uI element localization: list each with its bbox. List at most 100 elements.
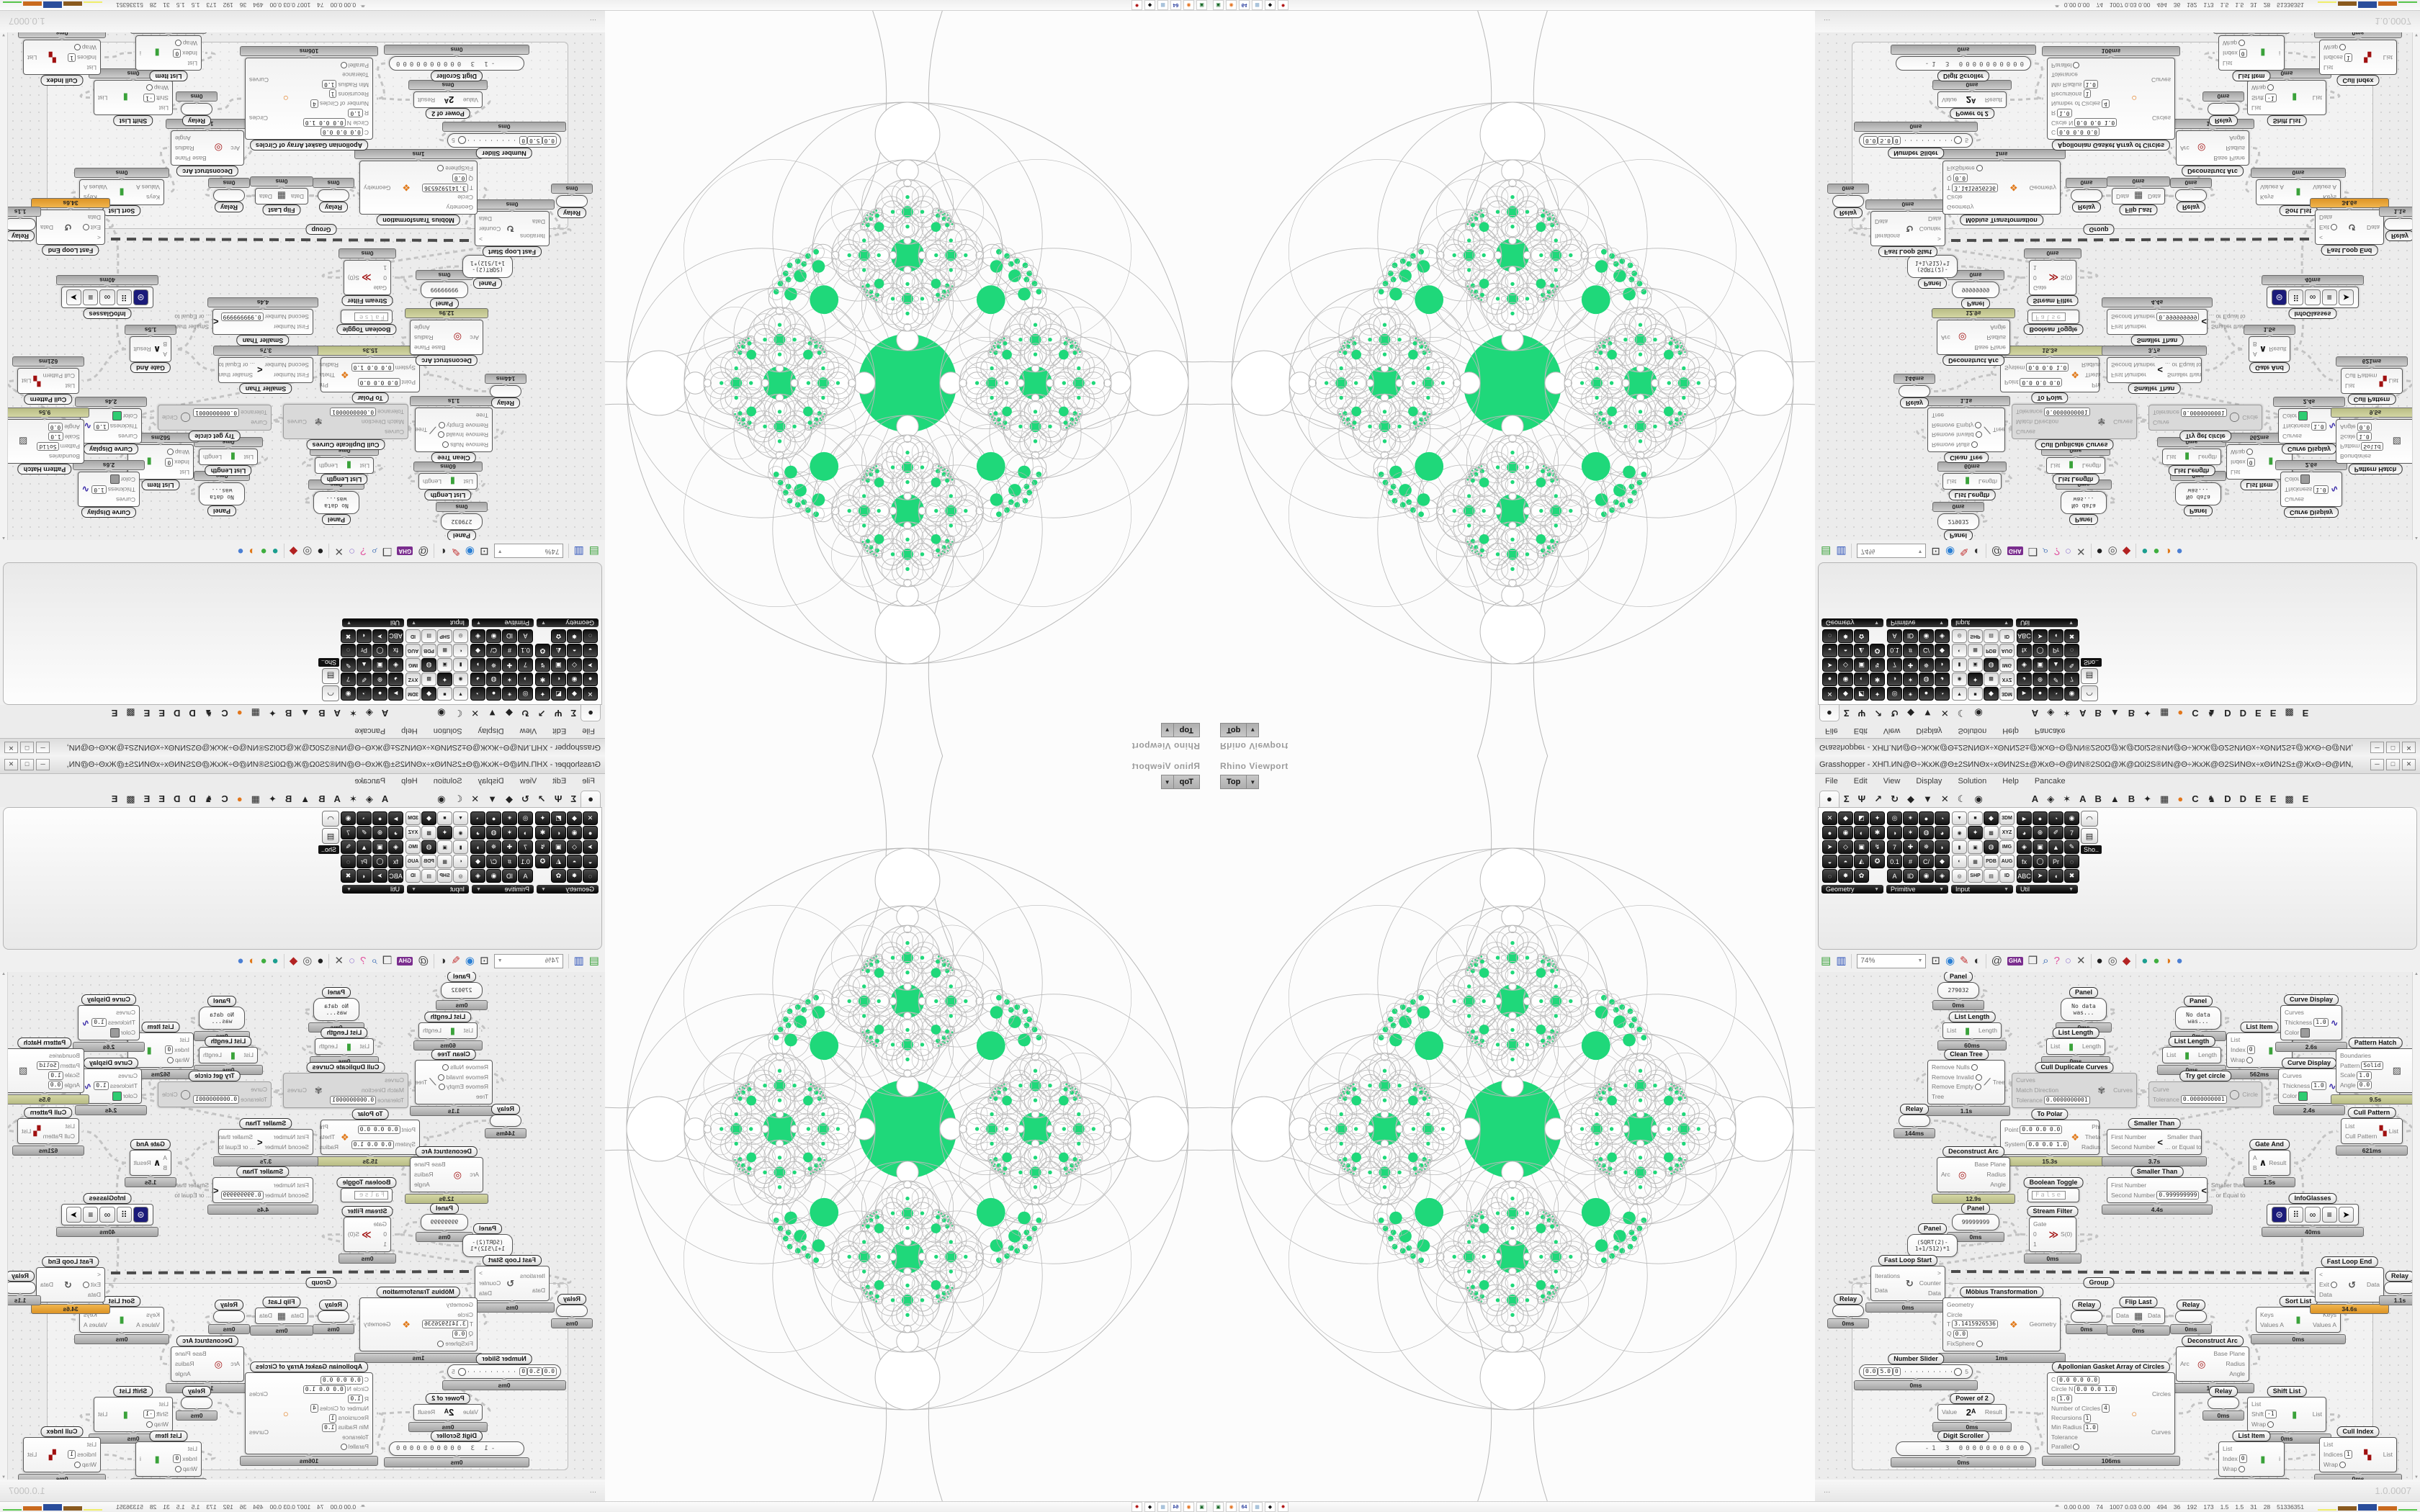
tab-plugin-10[interactable]: C xyxy=(221,793,228,804)
info-glasses-icon[interactable]: ➤ xyxy=(2338,1207,2354,1223)
gh-node-infg[interactable]: InfoGlasses ⊜ ⠿ ∞ ≡ ➤ 40ms xyxy=(2262,275,2364,319)
component-icon[interactable]: ◇ xyxy=(567,840,582,854)
menu-item-pancake[interactable]: Pancake xyxy=(2034,777,2066,786)
value-chip[interactable]: 3.1415926536 xyxy=(1952,1320,1998,1329)
slider-chip[interactable]: 5.0 xyxy=(527,1367,542,1376)
ball-orange-icon[interactable]: ◑ xyxy=(2164,955,2172,967)
gh-node-body[interactable]: < Exit Data ↺ Data xyxy=(36,1267,105,1302)
component-icon[interactable]: ◎ xyxy=(453,629,468,643)
taskbar-app-gimp[interactable]: ▣ xyxy=(1213,1502,1224,1512)
gh-node-body[interactable]: 0.0 5.0 0 5 xyxy=(447,133,561,148)
chevron-down-icon[interactable]: ▼ xyxy=(1164,778,1170,786)
component-icon[interactable]: ● xyxy=(2033,811,2048,825)
slider-track[interactable] xyxy=(1904,1368,1963,1376)
gh-node-ds[interactable]: Digit Scroller -1 3 0000000000 0ms xyxy=(1891,45,2036,81)
value-chip[interactable]: 0.0 0.0 1.0 xyxy=(302,1385,346,1394)
canvas-group-label[interactable]: Group xyxy=(305,224,337,235)
pin-green-icon[interactable]: ● xyxy=(260,955,267,967)
component-icon[interactable]: ✸ xyxy=(1838,629,1853,643)
gh-node-tp[interactable]: To Polar Point 0.0 0.0 0.0 System 0.0 0.0 1.… xyxy=(315,1109,425,1166)
component-icon[interactable]: Pr xyxy=(357,644,372,657)
component-icon[interactable]: 0.1 xyxy=(518,855,533,868)
remote-at-icon[interactable]: @ xyxy=(418,545,429,557)
component-icon[interactable]: ▣ xyxy=(437,658,452,672)
menu-item-pancake[interactable]: Pancake xyxy=(2034,726,2066,735)
value-chip[interactable]: 4 xyxy=(2102,1404,2110,1413)
component-icon[interactable]: ◩ xyxy=(1854,811,1869,825)
component-icon[interactable]: ▦ xyxy=(1968,644,1983,657)
component-icon[interactable]: ID xyxy=(502,629,517,643)
component-icon[interactable]: ID xyxy=(502,869,517,883)
galapagos-icon[interactable]: ✕ xyxy=(2076,955,2086,967)
ball-black-icon[interactable]: ● xyxy=(317,955,324,967)
gem-red-icon[interactable]: ◆ xyxy=(2122,545,2131,557)
gh-node-body[interactable]: Value 2ᴬ Result xyxy=(413,1404,483,1421)
component-icon[interactable]: ▼ xyxy=(1952,811,1967,825)
save-file-icon[interactable]: ▥ xyxy=(573,955,584,967)
component-icon[interactable]: ◍ xyxy=(486,672,501,686)
component-icon[interactable]: ▣ xyxy=(551,840,566,854)
component-icon[interactable]: ▮ xyxy=(453,658,468,672)
component-icon[interactable]: ◈ xyxy=(2017,658,2032,672)
gh-node-pw2[interactable]: Power of 2 Value 2ᴬ Result 0ms xyxy=(1932,1393,2012,1432)
gh-node-body[interactable]: (SQRT(2)- 1+1/512)*1 xyxy=(1907,1234,1958,1257)
component-icon[interactable]: AUG xyxy=(1999,644,2015,657)
panel-value[interactable]: 279032 xyxy=(1948,987,1969,994)
component-icon[interactable]: 3DM xyxy=(405,811,421,825)
value-chip[interactable]: 1.0 xyxy=(48,1071,63,1080)
tab-plugin-15[interactable]: E xyxy=(143,793,151,804)
component-icon[interactable]: ◌ xyxy=(583,629,598,643)
gh-node-body[interactable]: List Indices 1 Wrap ▚ List xyxy=(2319,40,2397,75)
component-icon[interactable]: ◠ xyxy=(2081,685,2098,701)
component-icon[interactable]: ✦ xyxy=(1968,826,1983,840)
color-swatch[interactable] xyxy=(112,1091,122,1101)
canvas-group-label[interactable]: Group xyxy=(2083,224,2115,235)
component-icon[interactable]: ◕ xyxy=(470,826,485,840)
component-icon[interactable]: ✿ xyxy=(1854,629,1869,643)
gh-node-body[interactable]: Point 0.0 0.0 0.0 System 0.0 0.0 1.0 ❖ Phi The… xyxy=(2000,357,2100,392)
panel-value[interactable]: (SQRT(2)- 1+1/512)*1 xyxy=(470,1239,506,1252)
component-icon[interactable]: ✚ xyxy=(1903,658,1918,672)
component-icon[interactable]: ◔ xyxy=(2048,811,2063,825)
toggle-circle[interactable] xyxy=(2339,1461,2347,1468)
tab-plugin-15[interactable]: E xyxy=(143,708,151,719)
value-chip[interactable]: 0 xyxy=(165,457,174,467)
gh-node-body[interactable]: Boundaries Pattern Solid Scale 1.0 Angle 0.0 ▨ xyxy=(5,1048,84,1093)
gh-node-fls[interactable]: Fast Loop Start Iterations Data ↻ > Counter Da… xyxy=(1865,199,1950,257)
component-icon[interactable]: ► xyxy=(388,811,403,825)
gh-node-body[interactable] xyxy=(1832,195,1864,207)
gh-node-body[interactable]: 279032 xyxy=(1937,513,1979,530)
group-label-input[interactable]: Input ▼ xyxy=(407,618,469,627)
component-icon[interactable]: ◉ xyxy=(1919,869,1934,883)
value-chip[interactable]: Solid xyxy=(37,441,59,451)
taskbar-app-calculator[interactable]: ▦ xyxy=(1252,0,1263,10)
component-icon[interactable]: ◉ xyxy=(453,672,468,686)
component-icon[interactable]: ◎ xyxy=(1887,687,1902,701)
component-icon[interactable]: ● xyxy=(372,687,387,701)
component-icon[interactable]: 0.1 xyxy=(1887,855,1902,868)
value-chip[interactable]: 0.0 0.0 0.0 xyxy=(320,127,363,137)
gh-node-sf[interactable]: Stream Filter Gate 0 1 ≫ S(0) 0ms xyxy=(2024,248,2081,306)
value-chip[interactable]: 1.0 xyxy=(2313,1018,2329,1027)
component-icon[interactable]: ✦ xyxy=(535,811,550,825)
gh-node-body[interactable]: No data was... xyxy=(199,482,245,505)
component-icon[interactable]: ◐ xyxy=(551,826,566,840)
component-icon[interactable]: Pr xyxy=(2048,855,2063,868)
tab-plugin-16[interactable]: ▩ xyxy=(2285,708,2294,719)
component-icon[interactable]: ◑ xyxy=(518,672,533,686)
value-chip[interactable]: -1 xyxy=(2265,1410,2277,1419)
component-icon[interactable]: ✐ xyxy=(2048,826,2063,840)
value-chip[interactable]: 0.0 xyxy=(2357,1081,2372,1090)
gh-node-body[interactable]: First Number Second Number 0.999999999 < Sma… xyxy=(174,309,313,335)
menu-item-file[interactable]: File xyxy=(1825,777,1838,786)
toggle-value[interactable]: False xyxy=(354,1191,388,1200)
ball-orange-icon[interactable]: ◑ xyxy=(2164,545,2172,557)
slider-track[interactable] xyxy=(457,136,516,144)
tab-plugin-16[interactable]: ▩ xyxy=(126,793,135,804)
zoom-extents-icon[interactable]: ⊡ xyxy=(1931,545,1940,557)
menu-item-solution[interactable]: Solution xyxy=(1958,777,1987,786)
gh-node-body[interactable]: Gate 0 1 ≫ S(0) xyxy=(344,1217,391,1252)
open-file-icon[interactable]: ▤ xyxy=(1821,955,1832,967)
